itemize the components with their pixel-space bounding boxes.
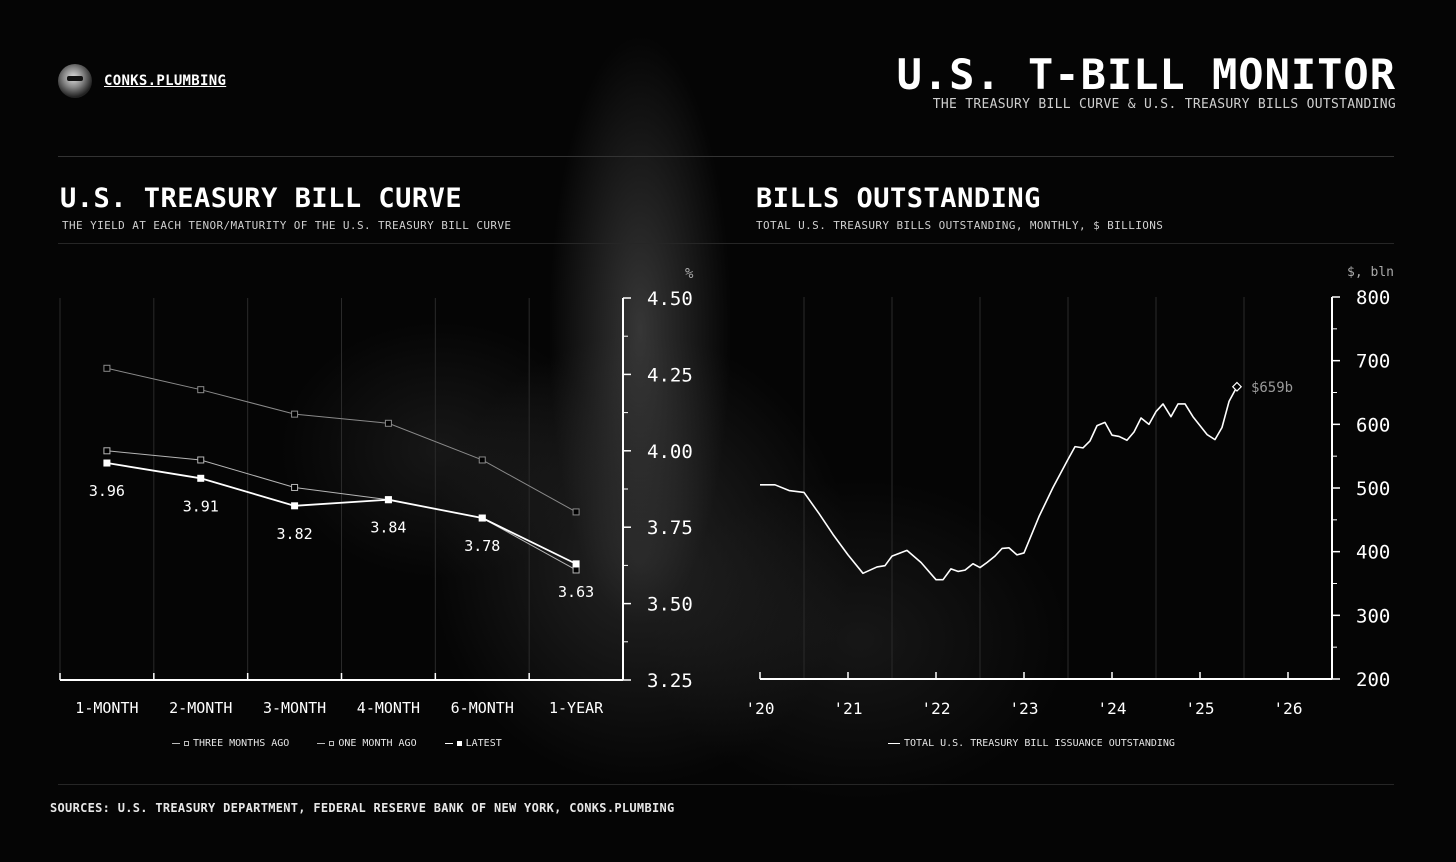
legend-label: TOTAL U.S. TREASURY BILL ISSUANCE OUTSTA…: [904, 738, 1175, 749]
legend-line-icon: [317, 743, 326, 744]
x-tick-label: 1-YEAR: [549, 699, 604, 717]
curve-legend: THREE MONTHS AGO ONE MONTH AGO LATEST: [172, 738, 502, 749]
y-tick-label: 500: [1356, 478, 1390, 500]
curve-chart: 4.50 4.25 4.00 3.75 3.50 3.25% 1-MONTH 2-MONTH 3…: [59, 266, 694, 717]
series-line: [106, 462, 577, 565]
y-tick-label: 3.50: [647, 594, 693, 616]
data-label: 3.82: [277, 525, 313, 543]
brand[interactable]: CONKS.PLUMBING: [58, 64, 226, 98]
outstanding-chart: '20 '21 '22 '23 '24 '25 '26 800 700 600 500 400 300 2…: [746, 265, 1394, 718]
legend-square-icon: [184, 741, 189, 746]
x-tick-label: '23: [1010, 699, 1039, 718]
x-tick-label: 4-MONTH: [357, 699, 420, 717]
y-tick-label: 400: [1356, 542, 1390, 564]
legend-label: LATEST: [465, 738, 502, 749]
y-tick-label: 4.25: [647, 364, 693, 386]
data-label: 3.96: [89, 482, 125, 500]
y-axis-unit: $, bln: [1347, 265, 1394, 280]
header-divider: [58, 156, 1394, 157]
outstanding-legend: TOTAL U.S. TREASURY BILL ISSUANCE OUTSTA…: [888, 738, 1175, 749]
x-tick-label: '25: [1186, 699, 1215, 718]
legend-item-latest: LATEST: [444, 738, 502, 749]
y-tick-label: 800: [1356, 287, 1390, 309]
x-tick-label: 6-MONTH: [451, 699, 514, 717]
x-tick-label: '22: [922, 699, 951, 718]
legend-label: THREE MONTHS AGO: [193, 738, 290, 749]
data-point: [291, 483, 299, 491]
data-point: [478, 456, 486, 464]
data-point: [572, 566, 580, 574]
data-label: 3.78: [464, 537, 500, 555]
data-point: [197, 386, 205, 394]
legend-item-one-month-ago: ONE MONTH AGO: [317, 738, 417, 749]
data-point: [103, 364, 111, 372]
legend-line-icon: [444, 743, 453, 744]
data-label: 3.91: [183, 497, 219, 515]
y-tick-label: 3.25: [647, 670, 693, 692]
x-tick-label: '26: [1274, 699, 1303, 718]
x-tick-label: '24: [1098, 699, 1127, 718]
series-line: [106, 367, 577, 513]
x-tick-label: 1-MONTH: [75, 699, 138, 717]
data-point: [103, 459, 111, 467]
data-label: 3.84: [370, 519, 406, 537]
y-tick-label: 3.75: [647, 517, 693, 539]
outstanding-chart-subtitle: TOTAL U.S. TREASURY BILLS OUTSTANDING, M…: [756, 219, 1164, 232]
y-axis-unit: %: [685, 266, 694, 282]
section-divider: [58, 243, 1394, 244]
outstanding-series-line: [760, 386, 1238, 581]
data-point: [197, 474, 205, 482]
x-tick-label: 3-MONTH: [263, 699, 326, 717]
curve-chart-subtitle: THE YIELD AT EACH TENOR/MATURITY OF THE …: [62, 219, 512, 232]
legend-square-icon: [456, 741, 462, 746]
y-tick-label: 4.50: [647, 288, 693, 310]
page-subtitle: THE TREASURY BILL CURVE & U.S. TREASURY …: [932, 97, 1396, 112]
data-point: [384, 419, 392, 427]
legend-line-icon: [888, 743, 900, 744]
curve-chart-title: U.S. TREASURY BILL CURVE: [60, 183, 463, 214]
brand-link[interactable]: CONKS.PLUMBING: [104, 73, 227, 89]
end-point-marker: [1231, 381, 1243, 392]
x-tick-label: '20: [746, 699, 775, 718]
y-tick-label: 200: [1356, 669, 1390, 691]
legend-line-icon: [172, 743, 180, 744]
data-point: [197, 456, 205, 464]
data-point: [103, 447, 111, 455]
page-title: U.S. T-BILL MONITOR: [896, 50, 1396, 99]
legend-item-outstanding: TOTAL U.S. TREASURY BILL ISSUANCE OUTSTA…: [888, 738, 1175, 749]
data-point: [572, 508, 580, 516]
sources-note: SOURCES: U.S. TREASURY DEPARTMENT, FEDER…: [50, 801, 675, 815]
y-tick-label: 600: [1356, 414, 1390, 436]
y-tick-label: 300: [1356, 605, 1390, 627]
x-tick-label: 2-MONTH: [169, 699, 232, 717]
outstanding-chart-title: BILLS OUTSTANDING: [756, 183, 1041, 214]
data-point: [291, 410, 299, 418]
legend-item-three-months-ago: THREE MONTHS AGO: [172, 738, 289, 749]
data-point: [478, 514, 486, 522]
x-tick-label: '21: [834, 699, 863, 718]
avatar: [58, 64, 92, 98]
series-line: [106, 450, 577, 571]
data-point: [384, 496, 392, 504]
end-value-label: $659b: [1251, 380, 1293, 396]
data-point: [572, 560, 580, 568]
y-tick-label: 4.00: [647, 441, 693, 463]
footer-divider: [58, 784, 1394, 785]
y-tick-label: 700: [1356, 351, 1390, 373]
data-point: [291, 502, 299, 510]
legend-square-icon: [329, 741, 335, 746]
legend-label: ONE MONTH AGO: [338, 738, 417, 749]
data-label: 3.63: [558, 583, 594, 601]
